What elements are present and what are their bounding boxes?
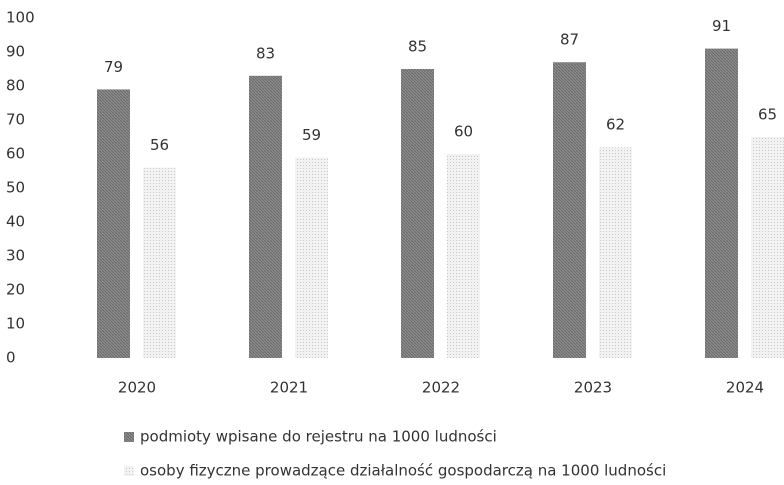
bar xyxy=(143,167,176,358)
bar xyxy=(705,48,738,358)
legend-swatch xyxy=(124,466,134,476)
y-tick-label: 40 xyxy=(6,213,25,231)
bar xyxy=(553,62,586,358)
bar xyxy=(295,157,328,358)
y-tick-label: 60 xyxy=(6,145,25,163)
value-label: 62 xyxy=(606,116,625,134)
bar xyxy=(751,137,784,358)
value-label: 65 xyxy=(758,106,777,124)
bar xyxy=(249,75,282,359)
legend-label: osoby fizyczne prowadzące działalność go… xyxy=(140,462,666,480)
bar xyxy=(97,89,130,359)
x-tick-label: 2023 xyxy=(574,379,612,397)
value-label: 59 xyxy=(302,126,321,144)
value-label: 60 xyxy=(454,123,473,141)
value-label: 56 xyxy=(150,136,169,154)
y-tick-label: 30 xyxy=(6,247,25,265)
x-tick-label: 2022 xyxy=(422,379,460,397)
y-tick-label: 50 xyxy=(6,179,25,197)
y-tick-label: 10 xyxy=(6,315,25,333)
legend-label: podmioty wpisane do rejestru na 1000 lud… xyxy=(140,428,497,446)
x-tick-label: 2020 xyxy=(118,379,156,397)
legend-swatch xyxy=(124,432,134,442)
value-label: 83 xyxy=(256,44,275,62)
value-label: 85 xyxy=(408,38,427,56)
x-tick-label: 2024 xyxy=(726,379,764,397)
value-label: 91 xyxy=(712,17,731,35)
bar xyxy=(599,147,632,358)
value-label: 79 xyxy=(104,58,123,76)
y-tick-label: 100 xyxy=(6,9,35,27)
bar xyxy=(447,154,480,358)
y-tick-label: 20 xyxy=(6,281,25,299)
x-tick-label: 2021 xyxy=(270,379,308,397)
y-tick-label: 80 xyxy=(6,77,25,95)
bar xyxy=(401,69,434,358)
y-tick-label: 90 xyxy=(6,43,25,61)
y-tick-label: 0 xyxy=(6,349,16,367)
y-tick-label: 70 xyxy=(6,111,25,129)
value-label: 87 xyxy=(560,31,579,49)
